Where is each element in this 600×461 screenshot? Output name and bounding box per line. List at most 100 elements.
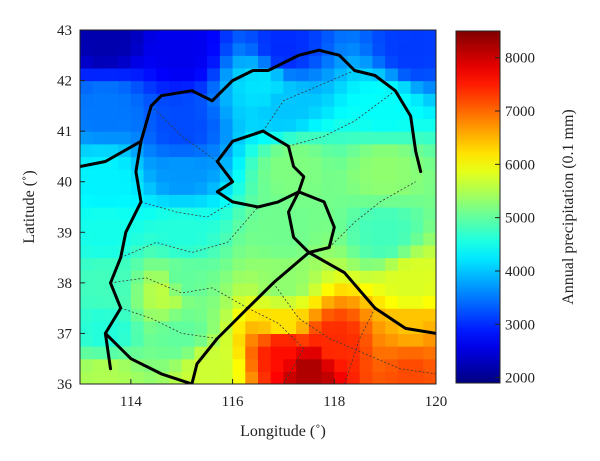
- provincial-boundary: [190, 251, 311, 384]
- precip-cell: [156, 30, 170, 44]
- precip-cell: [397, 295, 412, 309]
- precip-cell: [219, 232, 234, 246]
- precip-cell: [397, 346, 412, 360]
- precip-cell: [397, 244, 412, 259]
- precip-cell: [347, 169, 361, 183]
- precip-cell: [308, 143, 323, 158]
- precip-cell: [321, 358, 335, 372]
- precip-cell: [321, 105, 335, 120]
- precip-cell: [321, 308, 335, 322]
- precip-cell: [156, 333, 170, 347]
- precip-cell: [194, 232, 208, 246]
- precip-cell: [219, 131, 234, 145]
- precip-cell: [80, 105, 94, 120]
- precip-cell: [359, 219, 374, 233]
- x-tick-label: 116: [222, 394, 244, 410]
- precip-cell: [283, 67, 297, 82]
- precip-cell: [308, 30, 323, 44]
- precip-cell: [143, 308, 157, 322]
- precip-cell: [92, 169, 107, 183]
- precip-cell: [334, 244, 348, 259]
- precip-cell: [283, 118, 297, 132]
- precip-cell: [321, 295, 335, 309]
- precip-cell: [169, 67, 183, 82]
- precip-cell: [270, 219, 285, 233]
- precip-cell: [245, 358, 259, 372]
- precip-cell: [169, 105, 183, 120]
- precip-cell: [194, 118, 208, 132]
- precip-cell: [207, 42, 221, 56]
- precip-cell: [296, 308, 310, 322]
- precip-cell: [92, 42, 107, 56]
- precip-cell: [397, 257, 412, 271]
- precip-cell: [385, 244, 399, 259]
- precip-cell: [130, 80, 145, 94]
- precip-cell: [397, 143, 412, 158]
- precip-cell: [80, 194, 94, 208]
- precip-cell: [258, 42, 272, 56]
- precip-cell: [181, 93, 196, 107]
- precip-cell: [397, 156, 412, 170]
- precip-cell: [397, 67, 412, 82]
- precip-cell: [194, 371, 208, 384]
- colorbar-ticks: 2000 3000 4000 5000 6000 7000 8000: [495, 51, 535, 387]
- precip-cell: [105, 118, 119, 132]
- precip-cell: [118, 333, 132, 347]
- precip-cell: [156, 270, 170, 284]
- precip-cell: [245, 282, 259, 297]
- provincial-boundary: [80, 48, 423, 174]
- precip-cell: [423, 105, 436, 120]
- precip-cell: [105, 55, 119, 69]
- precip-cell: [397, 232, 412, 246]
- precip-cell: [423, 244, 436, 259]
- precip-cell: [181, 194, 196, 208]
- precip-cell: [308, 282, 323, 297]
- precip-cell: [194, 30, 208, 44]
- precip-cell: [296, 194, 310, 208]
- precip-cell: [194, 181, 208, 195]
- x-tick-label: 120: [425, 394, 448, 410]
- precip-cell: [270, 244, 285, 259]
- precip-cell: [232, 358, 246, 372]
- precip-cell: [194, 270, 208, 284]
- precip-cell: [372, 93, 386, 107]
- precip-cell: [334, 93, 348, 107]
- precip-cell: [130, 308, 145, 322]
- precip-cell: [347, 371, 361, 384]
- prefectural-boundary: [120, 307, 218, 339]
- precip-cell: [92, 105, 107, 120]
- precip-cell: [232, 257, 246, 271]
- precip-cell: [423, 181, 436, 195]
- precip-cell: [308, 80, 323, 94]
- precip-cell: [283, 131, 297, 145]
- precip-cell: [169, 308, 183, 322]
- precip-cell: [232, 371, 246, 384]
- precip-cell: [118, 295, 132, 309]
- precip-cell: [385, 105, 399, 120]
- precip-cell: [169, 232, 183, 246]
- precip-cell: [308, 131, 323, 145]
- precip-cell: [219, 333, 234, 347]
- precip-cell: [80, 55, 94, 69]
- precip-cell: [347, 80, 361, 94]
- precip-cell: [118, 207, 132, 221]
- precip-cell: [232, 207, 246, 221]
- precip-cell: [321, 181, 335, 195]
- precip-cell: [232, 105, 246, 120]
- precip-cell: [156, 80, 170, 94]
- precip-cell: [80, 93, 94, 107]
- precip-cell: [283, 30, 297, 44]
- precip-cell: [334, 169, 348, 183]
- precip-cell: [156, 207, 170, 221]
- precip-cell: [245, 169, 259, 183]
- precip-cell: [105, 131, 119, 145]
- provincial-boundary: [307, 251, 436, 335]
- precip-cell: [245, 219, 259, 233]
- precip-cell: [156, 118, 170, 132]
- precip-cell: [258, 207, 272, 221]
- precip-cell: [156, 308, 170, 322]
- precip-cell: [219, 295, 234, 309]
- precip-cell: [385, 270, 399, 284]
- precipitation-raster: [80, 30, 436, 384]
